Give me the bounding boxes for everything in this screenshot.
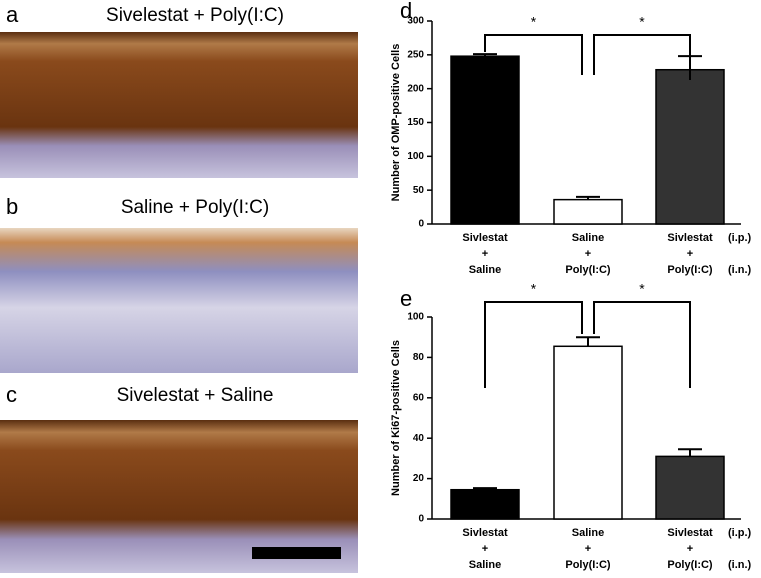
y-tick-label: 50 xyxy=(413,185,425,196)
panel-letter: b xyxy=(6,194,18,219)
y-tick-label: 100 xyxy=(407,312,424,323)
y-tick-label: 60 xyxy=(413,392,425,403)
significance-label: * xyxy=(531,281,537,297)
panel-letter: d xyxy=(400,0,412,23)
row-label: (i.p.) xyxy=(728,232,752,244)
x-tick-label: Poly(I:C) xyxy=(565,264,611,276)
panel-letter: e xyxy=(400,286,412,311)
significance-bracket xyxy=(593,34,691,80)
panel-title: Saline + Poly(I:C) xyxy=(121,197,269,218)
panel-letter: c xyxy=(6,382,17,407)
y-tick-label: 300 xyxy=(407,16,424,27)
x-tick-label: Saline xyxy=(469,559,501,571)
y-tick-label: 40 xyxy=(413,433,425,444)
x-tick-label: + xyxy=(585,248,591,260)
x-tick-label: + xyxy=(585,543,591,555)
significance-label: * xyxy=(531,14,537,30)
x-tick-label: Sivlestat xyxy=(462,232,508,244)
y-tick-label: 80 xyxy=(413,352,425,363)
x-tick-label: Poly(I:C) xyxy=(565,559,611,571)
x-tick-label: Saline xyxy=(469,264,501,276)
x-tick-label: + xyxy=(482,248,488,260)
y-tick-label: 0 xyxy=(418,219,424,230)
bar xyxy=(553,345,623,520)
x-tick-label: Sivlestat xyxy=(667,232,713,244)
photo-a xyxy=(0,0,358,178)
scale-bar xyxy=(252,547,341,559)
significance-bracket xyxy=(484,301,583,388)
row-label: (i.n.) xyxy=(728,559,752,571)
photo-b xyxy=(0,228,358,373)
panel-title: Sivelestat + Poly(I:C) xyxy=(106,5,284,26)
y-tick-label: 20 xyxy=(413,473,425,484)
y-tick-label: 200 xyxy=(407,83,424,94)
x-tick-label: Saline xyxy=(572,527,604,539)
x-tick-label: + xyxy=(687,248,693,260)
x-tick-label: Poly(I:C) xyxy=(667,264,713,276)
row-label: (i.p.) xyxy=(728,527,752,539)
significance-bracket xyxy=(593,301,691,388)
x-tick-label: Saline xyxy=(572,232,604,244)
panel-letter: a xyxy=(6,2,19,27)
x-tick-label: + xyxy=(482,543,488,555)
x-tick-label: Poly(I:C) xyxy=(667,559,713,571)
significance-bracket xyxy=(484,34,583,75)
y-tick-label: 250 xyxy=(407,49,424,60)
significance-label: * xyxy=(639,14,645,30)
significance-label: * xyxy=(639,281,645,297)
y-tick-label: 0 xyxy=(418,514,424,525)
row-label: (i.n.) xyxy=(728,264,752,276)
y-tick-label: 100 xyxy=(407,151,424,162)
bar xyxy=(553,198,623,225)
x-tick-label: Sivlestat xyxy=(462,527,508,539)
bar xyxy=(655,68,725,225)
x-tick-label: Sivlestat xyxy=(667,527,713,539)
bar xyxy=(655,455,725,520)
bar xyxy=(450,55,520,225)
y-tick-label: 150 xyxy=(407,117,424,128)
y-axis-label: Number of Ki67-positive Cells xyxy=(390,340,402,496)
panel-title: Sivelestat + Saline xyxy=(117,385,274,406)
y-axis-label: Number of OMP-positive Cells xyxy=(390,44,402,202)
photo-c xyxy=(0,420,358,573)
bar xyxy=(450,488,520,520)
x-tick-label: + xyxy=(687,543,693,555)
